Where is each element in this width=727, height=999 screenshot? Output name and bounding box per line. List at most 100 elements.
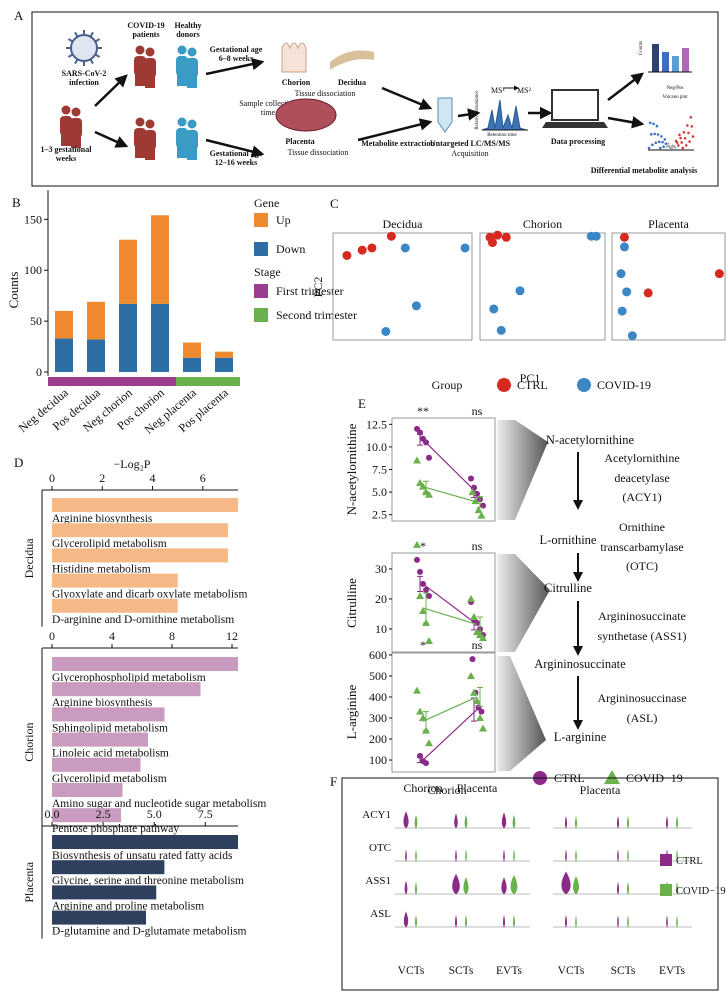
group-label: Decidua [22,538,36,579]
cell-type-label: EVTs [496,965,523,977]
legend-swatch [254,213,268,227]
data-point [467,594,475,602]
plot-frame [391,552,496,654]
label: Metabolite extraction [361,139,435,148]
violin [513,915,515,928]
label: COVID-19 [127,21,164,30]
person-body [176,128,188,148]
legend-marker [577,378,591,392]
bar [52,860,165,875]
violin [565,850,567,863]
violin [415,882,417,895]
flow-arrow [357,118,433,142]
label: Neg/Pos [667,86,684,91]
label: Relative abundance [475,90,480,130]
virus-spike [67,53,74,58]
scatter-point [400,243,410,253]
violin [676,816,678,829]
data-point [417,752,423,759]
volcano-dot [654,141,658,145]
connector-wedge [497,656,546,771]
person-body [134,128,146,148]
group-label: Chorion [22,722,36,761]
label: patients [132,30,159,39]
legend-swatch [254,284,268,298]
laptop-base [542,122,608,128]
significance: ns [472,404,483,418]
metabolite: N-acetylornithine [546,433,635,447]
bar-segment [119,303,137,372]
label: MS¹ [491,86,506,95]
pathway-label: Arginine and proline metabolism [52,900,204,912]
label: Counts [639,41,644,55]
violin [405,850,407,863]
data-point [419,713,427,721]
violin [455,915,457,928]
virus-spike [67,38,74,43]
pathway-label: Arginine biosynthesis [52,697,153,709]
significance: * [420,638,426,652]
person-legs [177,74,187,86]
violin [627,816,629,829]
volcano-dot [661,140,664,144]
label: 12–16 weeks [215,158,257,167]
violin [575,850,577,863]
bar [52,808,121,823]
person-body [134,56,146,76]
volcano-dot [653,132,656,136]
significance: ns [472,638,483,652]
volcano-dot [655,124,659,128]
person-body [144,58,156,78]
violin [627,882,629,895]
label: time [261,108,276,117]
enzyme: Argininosuccinase [597,691,686,705]
subplot-title: Placenta [648,217,689,231]
enzyme: (ASL) [627,711,658,725]
scatter-point [627,331,637,341]
scatter-point [617,306,627,316]
scatter-point [515,286,525,296]
person-body [70,118,82,138]
label: MS² [517,86,532,95]
volcano-dot [682,131,686,134]
stage-segment [176,377,208,386]
data-point [420,580,426,587]
virus-icon [70,34,98,62]
mini-bar [672,56,679,72]
data-point [477,511,486,519]
x-tick-label: Chorion [403,781,442,795]
person-body [176,56,188,76]
data-point [417,568,423,575]
x-tick-label: 2 [99,471,105,485]
label: Gestational age [210,149,263,158]
volcano-dot [690,125,694,128]
label: infection [69,78,99,87]
volcano-dot [678,133,681,137]
legend-label: COVID-19 [597,378,651,392]
volcano-dot [691,135,695,138]
data-point [423,586,429,593]
y-tick-label: 5.0 [372,485,387,499]
violin [463,877,469,895]
person-legs [187,148,197,160]
scatter-point [714,269,724,279]
mean-line [422,583,478,625]
y-tick-label: 50 [30,314,42,328]
data-point [425,636,433,644]
violin [627,850,629,863]
violin [617,916,619,929]
bar [52,548,228,563]
cell-type-label: SCTs [449,965,474,977]
x-tick-label: 0 [49,471,55,485]
bar [52,657,238,671]
bar-segment [119,239,137,304]
panel-label: B [12,195,21,210]
legend-label: CTRL [517,378,548,392]
person-head [71,107,81,117]
y-axis-label: L-arginine [344,684,359,739]
y-tick-label: 100 [369,753,387,767]
label: SARS-CoV-2 [62,69,107,78]
volcano-dot [689,116,693,119]
mini-bar [662,52,669,72]
